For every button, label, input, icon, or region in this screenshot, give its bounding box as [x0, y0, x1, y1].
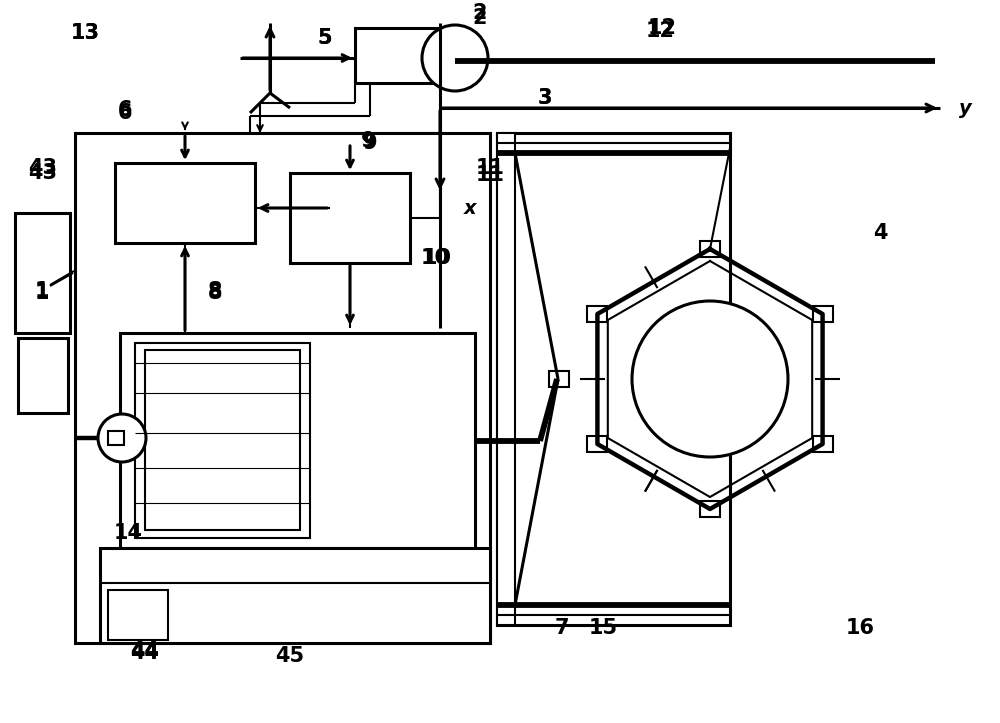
Text: y: y	[959, 98, 971, 118]
Text: 11: 11	[476, 158, 505, 178]
Text: 2: 2	[473, 3, 487, 23]
Text: 7: 7	[555, 618, 569, 638]
Text: 1: 1	[35, 283, 49, 303]
Text: 5: 5	[318, 28, 332, 48]
Bar	[100, 548, 490, 643]
Bar	[497, 133, 730, 625]
Text: 6: 6	[118, 100, 132, 120]
Bar	[813, 436, 833, 452]
Text: 10: 10	[420, 248, 450, 268]
Text: 16: 16	[846, 618, 874, 638]
Circle shape	[98, 414, 146, 462]
Bar	[497, 133, 515, 625]
Bar	[537, 432, 555, 450]
Bar	[108, 590, 168, 640]
Text: 2: 2	[473, 8, 487, 28]
Text: 12: 12	[648, 18, 676, 38]
Text: 4: 4	[873, 223, 887, 243]
Text: x: x	[464, 199, 476, 218]
Bar	[549, 371, 569, 387]
Bar	[108, 431, 124, 445]
Bar	[700, 241, 720, 257]
Text: 13: 13	[70, 23, 100, 43]
Text: 14: 14	[114, 523, 143, 543]
Text: 1: 1	[35, 281, 49, 301]
Text: 12: 12	[646, 21, 674, 41]
Bar	[75, 133, 490, 643]
Text: 43: 43	[28, 158, 58, 178]
Circle shape	[422, 25, 488, 91]
Bar	[813, 306, 833, 322]
Text: 6: 6	[118, 103, 132, 123]
Text: 11: 11	[476, 165, 505, 185]
Bar	[700, 501, 720, 517]
Bar	[290, 173, 410, 263]
Text: 3: 3	[538, 88, 552, 108]
Text: 15: 15	[588, 618, 618, 638]
Text: 9: 9	[363, 133, 377, 153]
Text: 3: 3	[538, 88, 552, 108]
Bar	[587, 306, 607, 322]
Bar	[18, 338, 68, 413]
Text: 45: 45	[275, 646, 305, 666]
Text: 44: 44	[130, 641, 160, 661]
Bar	[15, 213, 70, 333]
Bar	[587, 436, 607, 452]
Text: 44: 44	[130, 643, 160, 663]
Bar	[115, 163, 255, 243]
Text: 8: 8	[208, 281, 222, 301]
Text: 43: 43	[28, 163, 58, 183]
Text: 8: 8	[208, 283, 222, 303]
Bar	[355, 28, 455, 83]
Bar	[145, 350, 300, 530]
Text: 10: 10	[422, 248, 452, 268]
Text: 9: 9	[361, 131, 375, 151]
Bar	[135, 343, 310, 538]
Circle shape	[632, 301, 788, 457]
Text: 13: 13	[70, 23, 100, 43]
Bar	[120, 333, 475, 548]
Text: 5: 5	[318, 28, 332, 48]
